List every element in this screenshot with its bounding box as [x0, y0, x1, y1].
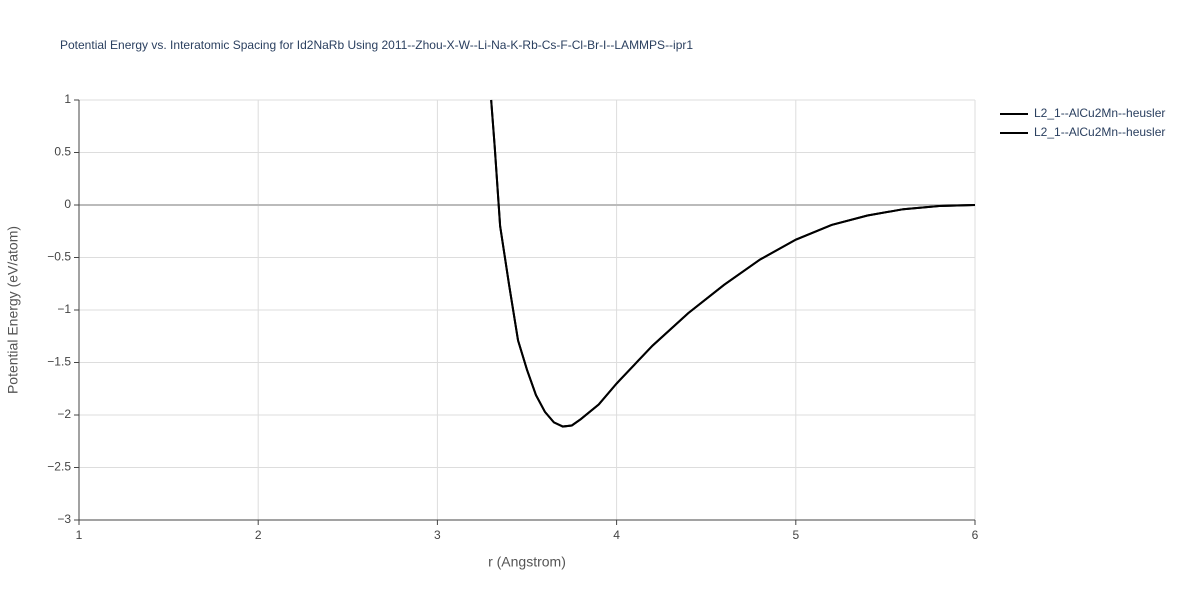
y-tick-label: 1: [64, 92, 71, 106]
x-tick-label: 1: [76, 528, 83, 542]
legend-label: L2_1--AlCu2Mn--heusler: [1034, 106, 1165, 120]
y-tick-label: −3: [57, 512, 71, 526]
x-tick-label: 4: [613, 528, 620, 542]
x-tick-label: 6: [972, 528, 979, 542]
y-tick-label: −0.5: [47, 250, 71, 264]
x-tick-label: 3: [434, 528, 441, 542]
y-tick-label: 0: [64, 197, 71, 211]
x-axis-title: r (Angstrom): [488, 554, 566, 570]
chart-title: Potential Energy vs. Interatomic Spacing…: [60, 38, 693, 52]
y-tick-label: −2.5: [47, 460, 71, 474]
x-tick-label: 5: [792, 528, 799, 542]
data-line: [490, 99, 976, 428]
y-tick-label: −1.5: [47, 355, 71, 369]
y-tick-label: 0.5: [54, 145, 71, 159]
legend-label: L2_1--AlCu2Mn--heusler: [1034, 125, 1165, 139]
y-axis-title: Potential Energy (eV/atom): [5, 226, 21, 394]
y-tick-label: −1: [57, 302, 71, 316]
x-tick-label: 2: [255, 528, 262, 542]
data-line: [490, 99, 976, 428]
y-tick-label: −2: [57, 407, 71, 421]
